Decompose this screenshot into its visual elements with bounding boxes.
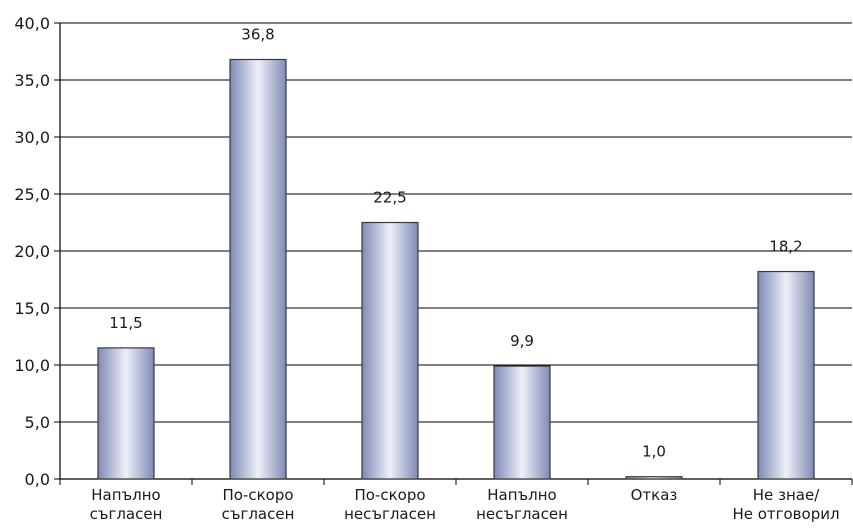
labels: 0,0 5,0 10,0 15,0 20,0 25,0 30,0 35,0 40,0 11,5 На… — [14, 14, 839, 523]
category-label: Напълно — [91, 486, 160, 504]
data-label: 11,5 — [109, 314, 142, 332]
bar — [97, 347, 155, 480]
category-label: Не знае/ — [753, 486, 820, 504]
bar — [757, 270, 815, 480]
data-label: 18,2 — [769, 238, 802, 256]
category-label: съгласен — [222, 505, 295, 523]
y-tick-label: 35,0 — [14, 71, 50, 90]
category-label: По-скоро — [354, 486, 425, 504]
data-label: 1,0 — [642, 443, 666, 461]
y-tick-label: 20,0 — [14, 242, 50, 261]
bar — [361, 221, 419, 480]
data-label: 9,9 — [510, 332, 534, 350]
bar — [493, 365, 551, 480]
bar — [229, 58, 287, 480]
category-label: Напълно — [487, 486, 556, 504]
y-tick-label: 0,0 — [25, 470, 50, 489]
category-label: По-скоро — [222, 486, 293, 504]
category-label: Отказ — [631, 486, 678, 504]
y-tick-label: 30,0 — [14, 128, 50, 147]
y-tick-label: 5,0 — [25, 413, 50, 432]
category-label: несъгласен — [476, 505, 568, 523]
data-label: 22,5 — [373, 189, 406, 207]
gridlines — [60, 22, 852, 423]
category-label: съгласен — [90, 505, 163, 523]
y-tick-label: 10,0 — [14, 356, 50, 375]
data-label: 36,8 — [241, 25, 274, 43]
axes — [54, 22, 853, 485]
bar — [625, 476, 683, 480]
y-tick-label: 40,0 — [14, 14, 50, 33]
category-label: Не отговорил — [732, 505, 839, 523]
category-label: несъгласен — [344, 505, 436, 523]
y-tick-label: 15,0 — [14, 299, 50, 318]
bars — [97, 58, 815, 480]
y-tick-label: 25,0 — [14, 185, 50, 204]
